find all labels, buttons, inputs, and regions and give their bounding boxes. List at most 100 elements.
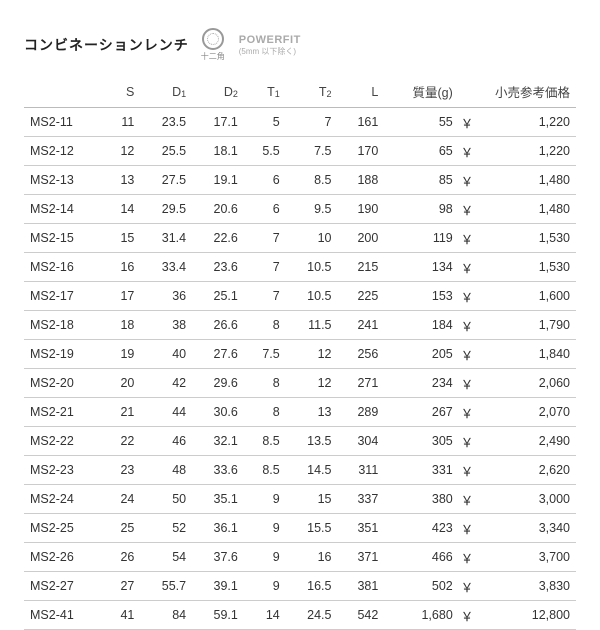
col-blank	[24, 78, 103, 108]
cell: 17	[103, 282, 140, 311]
yen-symbol: ￥	[459, 137, 475, 166]
cell: 23.5	[140, 108, 192, 137]
col-t2: T2	[286, 78, 338, 108]
cell: 170	[338, 137, 385, 166]
price-cell: 3,340	[475, 514, 576, 543]
cell: 205	[384, 340, 458, 369]
cell: 234	[384, 369, 458, 398]
cell: 153	[384, 282, 458, 311]
cell: 8.5	[244, 427, 286, 456]
cell: MS2-19	[24, 340, 103, 369]
cell: 15	[103, 224, 140, 253]
cell: 33.6	[192, 456, 244, 485]
cell: 55	[384, 108, 458, 137]
table-row: MS2-141429.520.669.519098￥1,480	[24, 195, 576, 224]
cell: 19	[103, 340, 140, 369]
table-row: MS2-17173625.1710.5225153￥1,600	[24, 282, 576, 311]
cell: 12	[286, 369, 338, 398]
cell: 200	[338, 224, 385, 253]
cell: 14	[103, 195, 140, 224]
cell: 59.1	[192, 601, 244, 630]
cell: 190	[338, 195, 385, 224]
cell: 380	[384, 485, 458, 514]
cell: 20	[103, 369, 140, 398]
cell: 8	[244, 369, 286, 398]
cell: 35.1	[192, 485, 244, 514]
cell: 36	[140, 282, 192, 311]
table-row: MS2-20204229.6812271234￥2,060	[24, 369, 576, 398]
table-row: MS2-24245035.1915337380￥3,000	[24, 485, 576, 514]
cell: 225	[338, 282, 385, 311]
cell: 37.6	[192, 543, 244, 572]
cell: 29.6	[192, 369, 244, 398]
price-cell: 3,000	[475, 485, 576, 514]
table-row: MS2-22224632.18.513.5304305￥2,490	[24, 427, 576, 456]
cell: 65	[384, 137, 458, 166]
price-cell: 1,220	[475, 137, 576, 166]
table-row: MS2-21214430.6813289267￥2,070	[24, 398, 576, 427]
cell: 466	[384, 543, 458, 572]
cell: 371	[338, 543, 385, 572]
cell: 16	[286, 543, 338, 572]
yen-symbol: ￥	[459, 485, 475, 514]
col-t1: T1	[244, 78, 286, 108]
table-row: MS2-18183826.6811.5241184￥1,790	[24, 311, 576, 340]
cell: 9	[244, 572, 286, 601]
cell: 14	[244, 601, 286, 630]
cell: 7	[244, 253, 286, 282]
cell: 337	[338, 485, 385, 514]
cell: 18	[103, 311, 140, 340]
cell: 40	[140, 340, 192, 369]
cell: 25.1	[192, 282, 244, 311]
cell: 22	[103, 427, 140, 456]
cell: 25	[103, 514, 140, 543]
cell: 24.5	[286, 601, 338, 630]
cell: 9	[244, 485, 286, 514]
cell: MS2-23	[24, 456, 103, 485]
price-cell: 2,070	[475, 398, 576, 427]
cell: 23.6	[192, 253, 244, 282]
cell: 8	[244, 311, 286, 340]
table-row: MS2-121225.518.15.57.517065￥1,220	[24, 137, 576, 166]
cell: 84	[140, 601, 192, 630]
cell: 134	[384, 253, 458, 282]
table-row: MS2-19194027.67.512256205￥1,840	[24, 340, 576, 369]
cell: MS2-27	[24, 572, 103, 601]
cell: 46	[140, 427, 192, 456]
price-cell: 1,480	[475, 195, 576, 224]
cell: 331	[384, 456, 458, 485]
table-row: MS2-161633.423.6710.5215134￥1,530	[24, 253, 576, 282]
cell: 256	[338, 340, 385, 369]
cell: 542	[338, 601, 385, 630]
cell: MS2-22	[24, 427, 103, 456]
cell: 8.5	[286, 166, 338, 195]
cell: 8.5	[244, 456, 286, 485]
cell: MS2-16	[24, 253, 103, 282]
cell: 13.5	[286, 427, 338, 456]
cell: 36.1	[192, 514, 244, 543]
cell: MS2-18	[24, 311, 103, 340]
price-cell: 1,530	[475, 224, 576, 253]
cell: 15.5	[286, 514, 338, 543]
cell: 7	[244, 282, 286, 311]
ring-icon-wrap: 十二角	[201, 28, 225, 62]
cell: 11.5	[286, 311, 338, 340]
price-cell: 1,220	[475, 108, 576, 137]
cell: 24	[103, 485, 140, 514]
cell: 423	[384, 514, 458, 543]
yen-symbol: ￥	[459, 572, 475, 601]
cell: 9.5	[286, 195, 338, 224]
table-row: MS2-26265437.6916371466￥3,700	[24, 543, 576, 572]
cell: 13	[103, 166, 140, 195]
yen-symbol: ￥	[459, 543, 475, 572]
cell: 161	[338, 108, 385, 137]
cell: 5.5	[244, 137, 286, 166]
col-d2: D2	[192, 78, 244, 108]
price-cell: 2,490	[475, 427, 576, 456]
price-cell: 1,480	[475, 166, 576, 195]
cell: 55.7	[140, 572, 192, 601]
cell: 16.5	[286, 572, 338, 601]
cell: MS2-11	[24, 108, 103, 137]
cell: 9	[244, 543, 286, 572]
cell: 9	[244, 514, 286, 543]
